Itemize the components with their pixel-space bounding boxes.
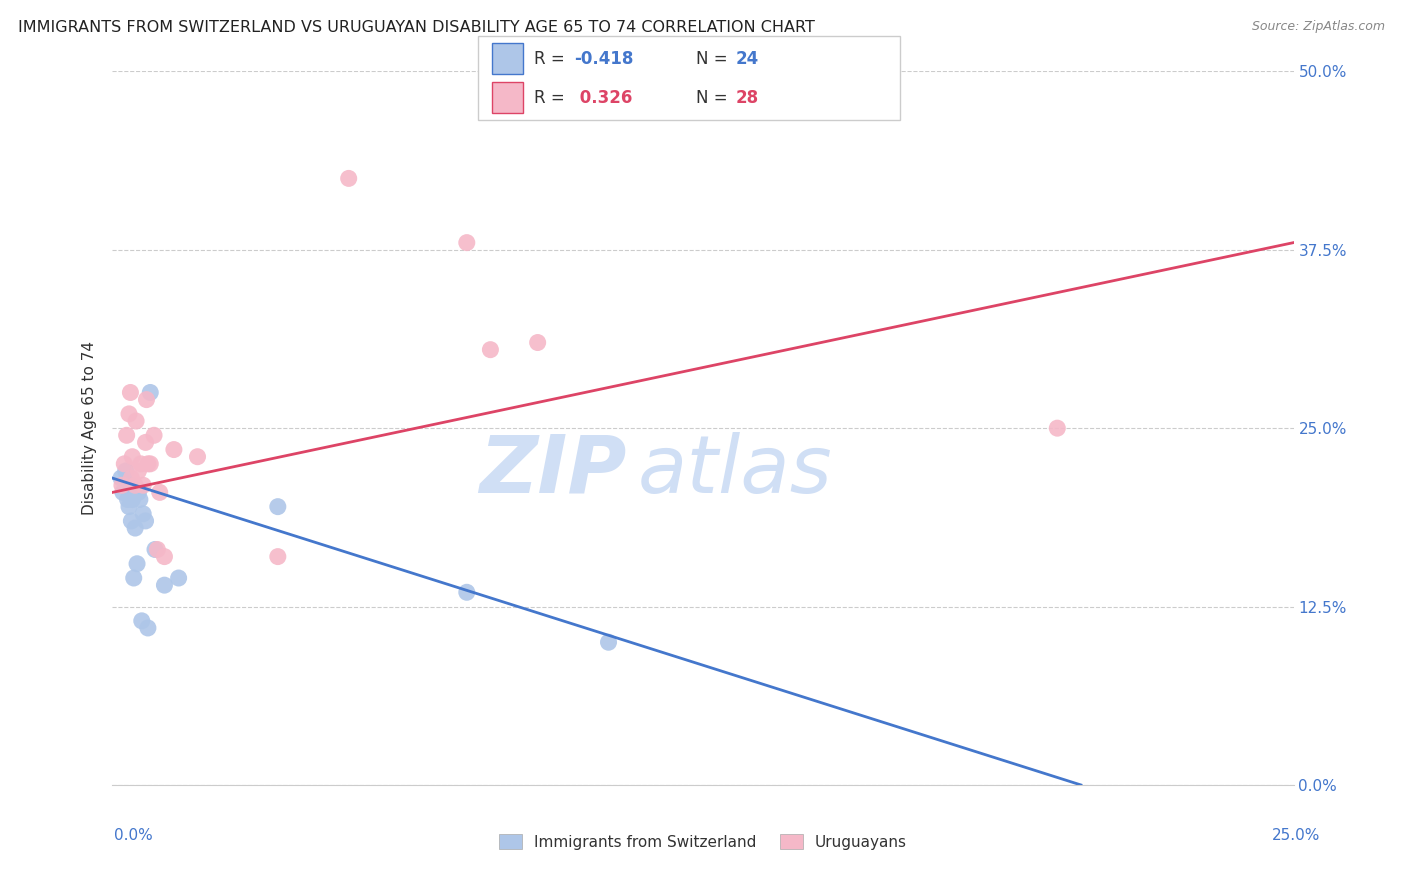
Point xyxy=(135,514,157,528)
Point xyxy=(115,428,138,442)
Point xyxy=(337,171,360,186)
Point xyxy=(139,385,162,400)
Point xyxy=(124,478,146,492)
Point xyxy=(127,485,149,500)
Text: -0.418: -0.418 xyxy=(574,50,633,68)
Y-axis label: Disability Age 65 to 74: Disability Age 65 to 74 xyxy=(82,341,97,516)
Point xyxy=(125,414,148,428)
Point xyxy=(122,571,145,585)
Point xyxy=(120,514,142,528)
Point xyxy=(120,385,142,400)
Text: 28: 28 xyxy=(735,88,758,106)
Point xyxy=(128,492,150,507)
Point xyxy=(136,457,159,471)
Point xyxy=(131,614,153,628)
Point xyxy=(111,485,134,500)
Point xyxy=(163,442,186,457)
Point xyxy=(186,450,208,464)
Point xyxy=(139,457,162,471)
Point xyxy=(125,557,148,571)
Point xyxy=(526,335,548,350)
Point xyxy=(112,457,135,471)
Legend: Immigrants from Switzerland, Uruguayans: Immigrants from Switzerland, Uruguayans xyxy=(494,828,912,855)
Point xyxy=(127,464,149,478)
Point xyxy=(121,450,143,464)
Point xyxy=(135,435,157,450)
Point xyxy=(143,542,166,557)
Point xyxy=(149,485,172,500)
Text: R =: R = xyxy=(534,50,571,68)
Point xyxy=(111,478,134,492)
Text: R =: R = xyxy=(534,88,571,106)
Point xyxy=(153,549,176,564)
Point xyxy=(132,478,155,492)
Point xyxy=(153,578,176,592)
Text: 0.0%: 0.0% xyxy=(114,828,153,843)
Point xyxy=(120,478,142,492)
Point xyxy=(117,492,139,507)
Point xyxy=(110,471,132,485)
Text: 25.0%: 25.0% xyxy=(1272,828,1320,843)
Point xyxy=(479,343,502,357)
Text: Source: ZipAtlas.com: Source: ZipAtlas.com xyxy=(1251,20,1385,33)
Point xyxy=(129,457,152,471)
Point xyxy=(135,392,157,407)
Text: N =: N = xyxy=(696,50,733,68)
Point xyxy=(118,500,141,514)
Point xyxy=(598,635,620,649)
Point xyxy=(456,235,478,250)
Point xyxy=(132,507,155,521)
Point xyxy=(143,428,166,442)
Text: atlas: atlas xyxy=(638,432,832,510)
Text: 24: 24 xyxy=(735,50,759,68)
Point xyxy=(120,471,142,485)
Point xyxy=(267,500,290,514)
Point xyxy=(114,464,136,478)
Point xyxy=(167,571,190,585)
Point xyxy=(1046,421,1069,435)
Point xyxy=(136,621,159,635)
Point xyxy=(456,585,478,599)
Point xyxy=(118,407,141,421)
Point xyxy=(146,542,169,557)
Point xyxy=(267,549,290,564)
Point xyxy=(121,492,143,507)
Text: IMMIGRANTS FROM SWITZERLAND VS URUGUAYAN DISABILITY AGE 65 TO 74 CORRELATION CHA: IMMIGRANTS FROM SWITZERLAND VS URUGUAYAN… xyxy=(18,20,815,35)
Text: ZIP: ZIP xyxy=(479,432,626,510)
Text: 0.326: 0.326 xyxy=(574,88,633,106)
Text: N =: N = xyxy=(696,88,733,106)
Point xyxy=(124,521,146,535)
